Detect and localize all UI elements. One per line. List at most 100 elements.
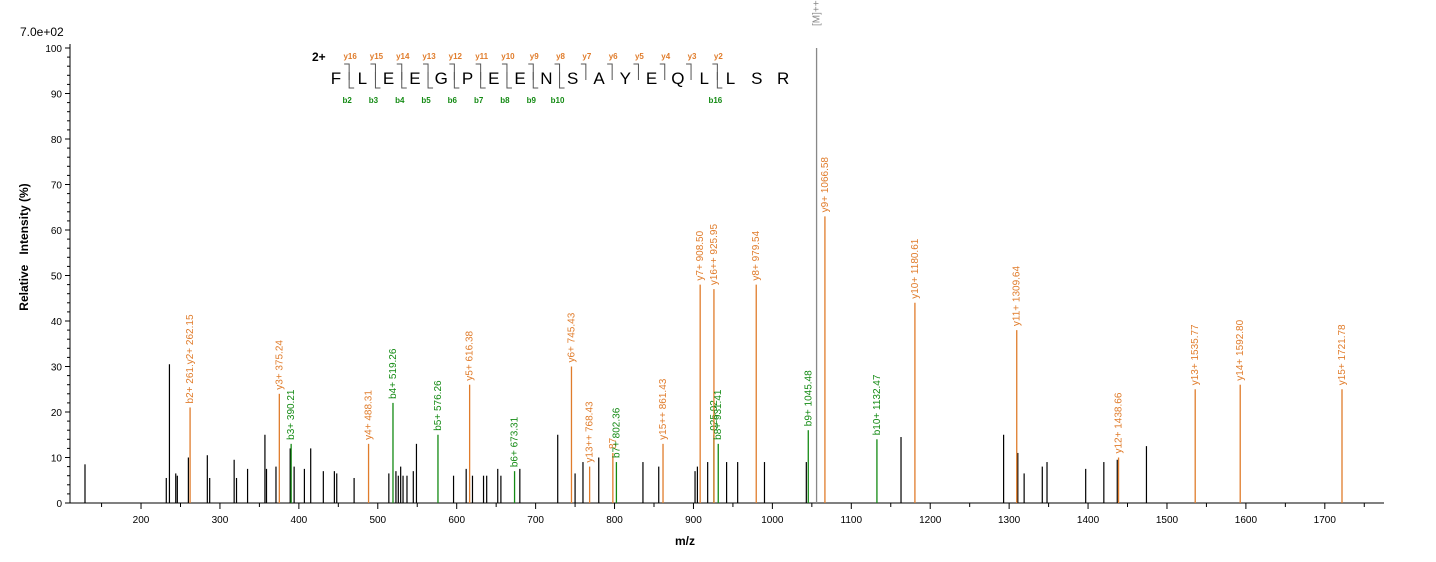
peak-label: b6+ 673.31: [510, 416, 521, 467]
x-tick-label: 500: [369, 515, 386, 526]
peak-label: y13++ 768.43: [585, 401, 596, 463]
y-fragment-label: y9: [530, 52, 539, 61]
x-tick-label: 1000: [761, 515, 784, 526]
b-fragment-label: b10: [551, 96, 565, 105]
y-fragment-marker: [633, 63, 639, 80]
x-tick-label: 1600: [1235, 515, 1258, 526]
y-fragment-marker: [396, 63, 403, 80]
sequence-letter: L: [726, 69, 735, 88]
y-tick-label: 10: [51, 454, 63, 465]
peak-label: b8+ 931.41: [713, 389, 724, 440]
sequence-letter: S: [751, 69, 762, 88]
y-fragment-marker: [659, 63, 666, 80]
b-fragment-marker: [348, 72, 355, 89]
y-fragment-label: y2: [714, 52, 723, 61]
peak-label: b5+ 576.26: [433, 380, 444, 431]
sequence-letter: Q: [671, 69, 684, 88]
x-tick-label: 1300: [998, 515, 1021, 526]
b-fragment-marker: [559, 72, 565, 89]
y-fragment-marker: [580, 63, 587, 80]
sequence-letter: E: [514, 69, 525, 88]
x-tick-label: 1200: [919, 515, 942, 526]
y-tick-label: 80: [51, 135, 63, 146]
peak-label: y6+ 745.43: [566, 312, 577, 362]
peak-label: y13+ 1535.77: [1190, 324, 1201, 385]
sequence-letter: F: [331, 69, 341, 88]
peak-label: b4+ 519.26: [388, 348, 399, 399]
b-fragment-label: b3: [369, 96, 379, 105]
peak-label: b9+ 1045.48: [803, 370, 814, 426]
peak-label: b2+ 261.y2+ 262.15: [185, 314, 196, 403]
y-fragment-label: y10: [501, 52, 515, 61]
y-tick-label: 70: [51, 181, 63, 192]
y-fragment-label: y8: [556, 52, 565, 61]
y-fragment-label: y3: [688, 52, 697, 61]
peak-label: y3+ 375.24: [274, 340, 285, 390]
y-fragment-label: y16: [343, 52, 357, 61]
y-fragment-marker: [686, 63, 692, 80]
x-tick-label: 1400: [1077, 515, 1100, 526]
y-fragment-label: y13: [422, 52, 436, 61]
y-fragment-label: y12: [449, 52, 463, 61]
y-tick-label: 0: [56, 499, 62, 510]
y-fragment-label: y7: [582, 52, 591, 61]
sequence-letter: G: [435, 69, 448, 88]
x-tick-label: 800: [606, 515, 623, 526]
peak-label: y11+ 1309.64: [1012, 266, 1023, 327]
peak-label: y7+ 908.50: [695, 230, 706, 280]
peak-label: y12+ 1438.66: [1114, 392, 1125, 453]
peak-label: y15++ 861.43: [658, 378, 669, 440]
b-fragment-label: b8: [500, 96, 510, 105]
y-fragment-label: y14: [396, 52, 410, 61]
sequence-letter: L: [699, 69, 708, 88]
sequence-letter: Y: [620, 69, 631, 88]
peak-label: y14+ 1592.80: [1235, 319, 1246, 380]
b-fragment-marker: [532, 72, 539, 89]
peak-label: y10+ 1180.61: [910, 238, 921, 299]
sequence-letter: R: [777, 69, 789, 88]
sequence-letter: A: [593, 69, 605, 88]
peak-label: y4+ 488.31: [364, 390, 375, 440]
charge-state: 2+: [312, 50, 326, 64]
y-tick-label: 90: [51, 90, 63, 101]
x-tick-label: 1700: [1314, 515, 1337, 526]
b-fragment-marker: [506, 72, 512, 89]
peak-label: [M]++ 1056.01: [812, 0, 823, 26]
y-axis: 0 10 20 30 40 50 60 70 80 90 100: [45, 44, 71, 510]
b-fragment-marker: [427, 72, 434, 89]
sequence-letter: E: [409, 69, 420, 88]
x-tick-label: 200: [133, 515, 150, 526]
peak-label: 87: [608, 437, 619, 449]
y-axis-title: Relative Intensity (%): [17, 183, 31, 310]
x-tick-label: 400: [291, 515, 308, 526]
b-fragment-label: b6: [448, 96, 458, 105]
sequence-letter: P: [462, 69, 473, 88]
y-fragment-marker: [501, 63, 508, 80]
b-fragment-label: b4: [395, 96, 405, 105]
sequence-letter: L: [358, 69, 367, 88]
y-fragment-marker: [449, 63, 455, 80]
y-fragment-marker: [607, 63, 613, 80]
peak-label: b7+ 802.36: [611, 407, 622, 458]
y-fragment-marker: [712, 63, 718, 80]
peak-label: y5+ 616.38: [465, 330, 476, 380]
b-fragment-label: b9: [527, 96, 537, 105]
y-fragment-marker: [370, 63, 376, 80]
b-fragment-label: b7: [474, 96, 484, 105]
peak-label: b10+ 1132.47: [872, 374, 883, 435]
x-tick-label: 1500: [1156, 515, 1179, 526]
x-tick-label: 700: [527, 515, 544, 526]
b-fragment-label: b2: [342, 96, 352, 105]
y-tick-label: 40: [51, 317, 63, 328]
sequence-letter: E: [646, 69, 657, 88]
y-fragment-label: y15: [370, 52, 384, 61]
y-fragment-label: y5: [635, 52, 644, 61]
x-tick-label: 300: [212, 515, 229, 526]
sequence-letter: N: [540, 69, 552, 88]
b-fragment-marker: [716, 72, 723, 89]
scale-label: 7.0e+02: [20, 25, 64, 39]
y-tick-label: 20: [51, 408, 63, 419]
